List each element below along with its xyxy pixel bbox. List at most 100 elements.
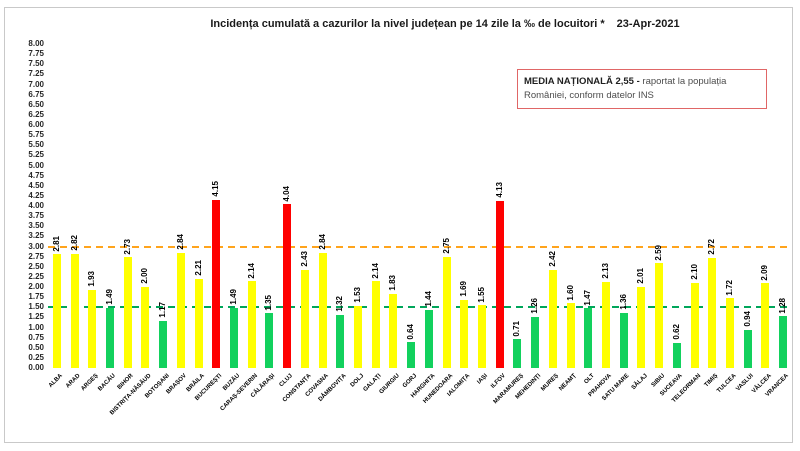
y-tick-label: 2.75 (28, 251, 44, 261)
bar-column: 4.15 BUCUREȘTI (195, 44, 225, 402)
bar-value-label: 1.47 (583, 289, 593, 306)
bar-column: 1.72 TULCEA (716, 44, 739, 395)
y-tick-label: 0.00 (28, 363, 44, 372)
bar (70, 253, 79, 368)
bar-column: 1.44 HARGHITA (410, 44, 438, 399)
bar-column: 1.49 BUZĂU (222, 44, 243, 392)
bar-column: 1.28 VRANCEA (765, 44, 792, 399)
bar (531, 316, 540, 368)
bar-value-label: 1.44 (423, 291, 433, 307)
bar-column: 2.10 TELEORMAN (671, 44, 704, 404)
bar-column: 2.75 HUNEDOARA (422, 44, 456, 405)
threshold-line-3 (48, 245, 792, 248)
bar-value-label: 1.60 (565, 284, 575, 301)
bar-value-label: 1.35 (264, 294, 274, 311)
bar-value-label: 2.14 (246, 262, 256, 279)
threshold-line-1.5 (48, 306, 792, 309)
bar-column: 2.43 CONSTANȚA (282, 44, 314, 404)
bar (708, 257, 717, 368)
bar-column: 1.36 SATU MARE (602, 44, 633, 402)
bar-column: 0.62 SUCEAVA (660, 44, 686, 397)
y-tick-label: 7.00 (28, 79, 44, 89)
bar (690, 282, 699, 368)
bar-value-label: 1.93 (87, 271, 97, 287)
bar-value-label: 1.49 (104, 289, 114, 305)
bar-value-label: 2.00 (140, 268, 150, 284)
bar (123, 257, 132, 368)
y-tick-label: 4.50 (28, 180, 44, 190)
y-tick-label: 0.50 (28, 342, 44, 352)
y-tick-label: 4.75 (28, 170, 44, 180)
bar (548, 270, 557, 368)
bar-column: 0.64 GORJ (402, 44, 420, 390)
bar-value-label: 1.83 (388, 275, 398, 291)
bar (336, 314, 345, 368)
bar-value-label: 2.82 (69, 235, 79, 251)
bar-value-label: 1.26 (530, 298, 540, 314)
bar-column: 2.14 CARAȘ-SEVERIN (220, 44, 261, 413)
bar-value-label: 4.15 (211, 181, 221, 197)
bar-column: 1.83 GIURGIU (378, 44, 403, 395)
y-tick-label: 1.25 (28, 312, 44, 322)
bar (566, 303, 575, 368)
y-tick-label: 2.50 (28, 261, 44, 271)
y-tick-label: 5.75 (28, 130, 44, 140)
bar (655, 263, 664, 368)
y-tick-label: 2.00 (28, 282, 44, 291)
bar (371, 281, 380, 368)
bar-value-label: 2.84 (317, 234, 327, 250)
bar (584, 308, 593, 368)
bar (141, 287, 150, 368)
bar-value-label: 1.28 (778, 297, 788, 314)
bar-value-label: 1.17 (158, 302, 168, 318)
bar-column: 2.81 ALBA (48, 44, 66, 389)
bar-value-label: 0.64 (406, 323, 416, 340)
y-tick-label: 5.50 (28, 140, 44, 150)
bar-column: 0.94 VASLUI (735, 44, 757, 392)
bar (407, 342, 416, 368)
bar (779, 316, 788, 368)
bar (176, 252, 185, 368)
bar-value-label: 0.62 (671, 324, 681, 340)
bar (743, 329, 752, 368)
y-tick-label: 7.50 (28, 59, 44, 69)
bar-value-label: 2.75 (441, 238, 451, 254)
bar-value-label: 1.72 (724, 279, 734, 296)
bar-column: 1.55 IAȘI (473, 44, 491, 386)
y-tick-label: 4.00 (28, 201, 44, 210)
bar (212, 199, 221, 368)
bar (283, 204, 292, 368)
bar-column: 2.72 TIMIȘ (703, 44, 721, 388)
chart-title-date: 23-Apr-2021 (616, 18, 680, 30)
bar-column: 1.93 ARGEȘ (80, 44, 101, 392)
bar (725, 298, 734, 368)
bar-column: 2.82 ARAD (65, 44, 84, 389)
bar-column: 1.32 DÂMBOVIȚA (318, 44, 349, 403)
y-tick-label: 1.50 (28, 302, 44, 312)
y-tick-label: 7.75 (28, 49, 44, 59)
bar (495, 200, 504, 368)
bar (761, 283, 770, 368)
bar (477, 305, 486, 368)
bar-value-label: 2.72 (707, 239, 717, 255)
y-tick-label: 4.25 (28, 190, 44, 200)
bar-value-label: 2.13 (600, 263, 610, 279)
bar-value-label: 1.32 (335, 295, 345, 312)
bar (389, 293, 398, 368)
bar-column: 2.84 COVASNA (305, 44, 332, 398)
bar-value-label: 2.84 (175, 234, 185, 250)
bar-column: 2.13 PRAHOVA (588, 44, 615, 398)
bar (265, 313, 274, 368)
bar (194, 278, 203, 368)
bar-column: 1.53 DOLJ (349, 44, 367, 388)
bar (229, 307, 238, 368)
bar (601, 281, 610, 368)
bar-column: 2.21 BRĂILA (186, 44, 208, 393)
y-tick-label: 7.25 (28, 69, 44, 79)
y-tick-label: 6.75 (28, 89, 44, 99)
bar (300, 269, 309, 368)
bar (619, 312, 628, 368)
y-tick-label: 1.00 (28, 322, 44, 332)
bar-value-label: 1.69 (459, 280, 469, 297)
